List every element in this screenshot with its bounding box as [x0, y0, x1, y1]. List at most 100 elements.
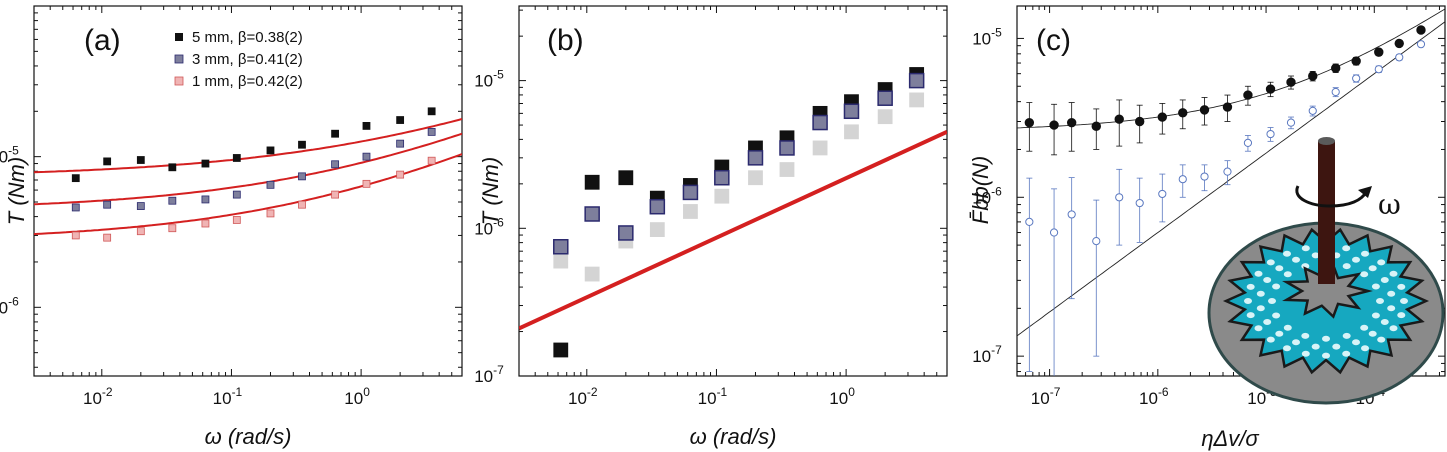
inset-grain	[1342, 245, 1351, 252]
inset-grain	[1283, 271, 1292, 278]
panel-b-point-series-1	[779, 140, 795, 156]
panel-a-ylabel: T (Nm)	[4, 157, 29, 225]
panel-c-points	[1024, 25, 1426, 376]
panel-b-point-series-2	[683, 204, 698, 219]
panel-a-point-series-0	[201, 159, 210, 168]
inset-grain	[1361, 250, 1369, 257]
panel-b-point-series-1	[877, 90, 893, 106]
panel-a-point-series-0	[362, 122, 371, 130]
panel-c-point-series-0	[1351, 56, 1361, 66]
panel-c-point-series-0	[1374, 47, 1384, 57]
inset-grain	[1322, 352, 1330, 359]
panel-a-point-series-2	[298, 200, 306, 209]
panel-c-point-series-1	[1286, 118, 1296, 127]
panel-b-point-series-1	[747, 150, 764, 166]
panel-a-point-series-1	[362, 152, 371, 161]
panel-c-point-series-1	[1115, 193, 1124, 202]
panel-c-point-series-1	[1135, 198, 1144, 208]
panel-c-point-series-1	[1266, 129, 1275, 139]
inset-grain	[1342, 350, 1351, 357]
inset-grain	[1256, 305, 1265, 312]
panel-c-point-series-0	[1114, 114, 1124, 124]
inset-grain	[1380, 319, 1389, 325]
panel-c-xtick-label: 10-6	[1139, 385, 1169, 408]
panel-a-xtick-label: 10-2	[83, 385, 113, 408]
panel-c-point-series-0	[1091, 121, 1101, 131]
panel-a-fits	[34, 118, 462, 236]
panel-c-point-series-1	[1158, 189, 1167, 199]
panel-b-xtick-label: 10-1	[698, 385, 728, 408]
panel-b-frame	[518, 5, 948, 377]
inset-grain	[1342, 263, 1351, 270]
panel-b-point-series-2	[844, 124, 859, 140]
panel-b-point-series-0	[618, 170, 634, 186]
inset-rod	[1318, 141, 1335, 284]
panel-b-point-series-2	[877, 109, 893, 125]
panel-c-point-series-1	[1223, 167, 1232, 176]
panel-c-point-series-1	[1243, 138, 1253, 147]
panel-a-point-series-1	[396, 139, 405, 148]
panel-b-point-series-2	[649, 222, 665, 238]
panel-c-point-series-1	[1092, 236, 1101, 246]
inset-grain	[1301, 263, 1310, 270]
panel-c-point-series-0	[1286, 77, 1296, 87]
panel-a: 10-2 10-1 100 10-6 10-5 (a) 5 mm, β=0.38(2) …	[0, 5, 463, 449]
panel-a-xtick-label: 100	[344, 385, 370, 408]
inset-grain	[1380, 277, 1389, 283]
panel-c-point-series-1	[1308, 106, 1317, 115]
inset-grain	[1389, 325, 1398, 332]
inset-grain	[1387, 290, 1396, 297]
panel-a-frame	[33, 5, 463, 377]
inset-grain	[1263, 319, 1272, 325]
panel-a-point-series-1	[201, 195, 210, 204]
inset-grain	[1256, 290, 1265, 297]
inset-grain	[1311, 252, 1320, 259]
panel-b-red-line	[519, 130, 947, 331]
panel-a-points	[71, 107, 436, 242]
inset-grain	[1244, 298, 1252, 304]
panel-c-xtick-label: 10-7	[1031, 385, 1061, 408]
inset-grain	[1283, 324, 1292, 331]
panel-c-ylabel-text: F̄bb(N)	[968, 156, 993, 224]
inset-grain	[1360, 324, 1369, 331]
panel-c-fits	[1017, 8, 1445, 337]
panel-b-point-series-2	[779, 162, 795, 177]
panel-c-point-series-0	[1331, 63, 1341, 73]
panel-a-point-series-1	[168, 196, 177, 205]
panel-c-point-series-0	[1157, 112, 1168, 122]
panel-a-point-series-1	[71, 203, 80, 212]
panel-b-ticks: 10-2 10-1 100 10-7 10-6 10-5	[474, 6, 948, 408]
inset-grain	[1368, 265, 1377, 272]
inset-grain	[1342, 332, 1351, 339]
panel-b-point-series-1	[553, 239, 569, 255]
inset-grain	[1400, 298, 1408, 304]
panel-b-point-series-1	[649, 198, 666, 215]
inset-grain	[1368, 330, 1377, 337]
inset-grain	[1332, 343, 1341, 350]
panel-c-frame	[1016, 5, 1446, 377]
panel-c-fit-line	[1017, 21, 1445, 337]
inset-grain	[1389, 270, 1398, 277]
panel-c-point-series-1	[1178, 175, 1187, 184]
panel-a-xlabel: ω (rad/s)	[205, 424, 292, 449]
panel-c-point-series-1	[1416, 40, 1426, 49]
panel-a-point-series-1	[103, 200, 112, 209]
legend-marker-3mm	[174, 54, 184, 64]
panel-b-point-series-1	[584, 206, 600, 222]
inset-illustration: ω	[1207, 137, 1445, 405]
panel-b-point-series-1	[908, 72, 925, 89]
inset-grain	[1397, 312, 1406, 319]
panel-b-line	[519, 130, 947, 331]
panel-c-point-series-1	[1352, 74, 1361, 83]
panel-a-point-series-2	[331, 190, 339, 199]
panel-a-point-series-0	[232, 154, 241, 162]
panel-a-point-series-1	[331, 160, 339, 169]
panel-c-point-series-0	[1394, 38, 1404, 49]
panel-a-ticks: 10-2 10-1 100 10-6 10-5	[0, 5, 463, 408]
inset-grain	[1377, 336, 1386, 343]
panel-a-point-series-2	[168, 224, 177, 233]
inset-grain	[1360, 271, 1369, 278]
inset-grain	[1275, 265, 1284, 272]
inset-omega-label: ω	[1378, 188, 1401, 221]
panel-a-point-series-0	[331, 129, 339, 138]
